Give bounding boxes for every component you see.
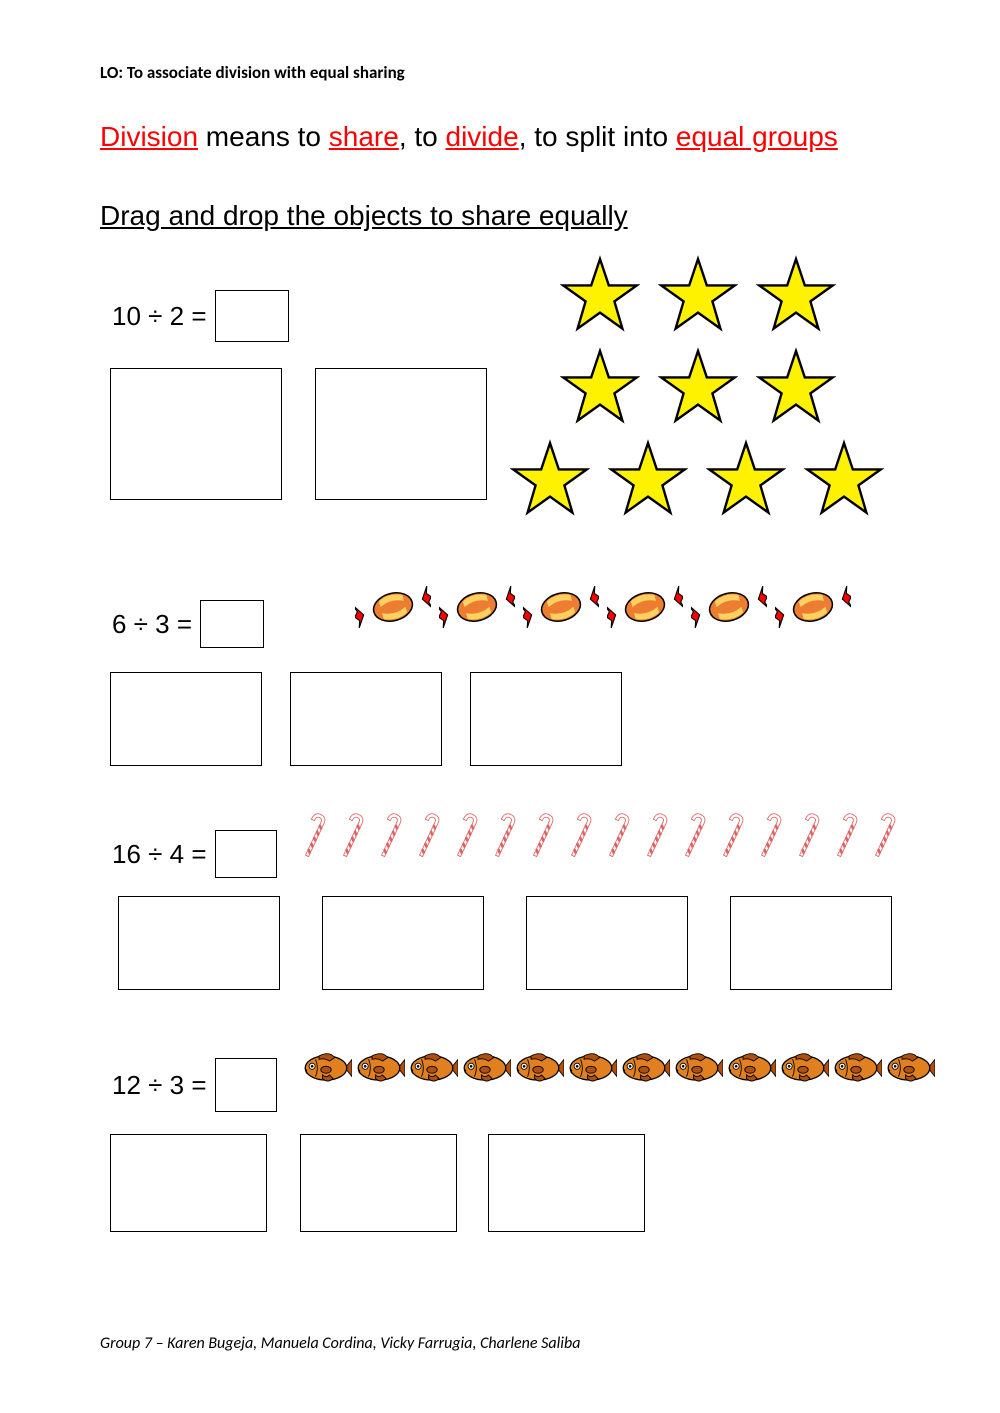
- heading-red-word: equal groups: [676, 121, 838, 152]
- equation-4: 12 ÷ 3 =: [112, 1058, 277, 1112]
- cane-icon[interactable]: [714, 812, 750, 862]
- cane-icon[interactable]: [486, 812, 522, 862]
- candy-icon[interactable]: [355, 582, 431, 632]
- cane-row: [296, 812, 902, 862]
- footer-credits: Group 7 – Karen Bugeja, Manuela Cordina,…: [100, 1334, 580, 1353]
- drop-box[interactable]: [118, 896, 280, 990]
- star-icon[interactable]: [560, 347, 640, 427]
- cane-icon[interactable]: [296, 812, 332, 862]
- fish-icon[interactable]: [777, 1048, 829, 1088]
- star-icon[interactable]: [658, 255, 738, 335]
- fish-icon[interactable]: [459, 1048, 511, 1088]
- answer-box[interactable]: [200, 600, 264, 648]
- fish-icon[interactable]: [300, 1048, 352, 1088]
- star-icon[interactable]: [560, 255, 640, 335]
- cane-icon[interactable]: [334, 812, 370, 862]
- star-icon[interactable]: [658, 347, 738, 427]
- heading-instruction: Drag and drop the objects to share equal…: [100, 200, 628, 232]
- drop-box[interactable]: [315, 368, 487, 500]
- heading-red-word: divide: [446, 121, 519, 152]
- equation-2: 6 ÷ 3 =: [112, 600, 264, 648]
- star-icon[interactable]: [510, 439, 590, 519]
- equation-text: 16 ÷ 4 =: [112, 839, 207, 870]
- drop-box[interactable]: [322, 896, 484, 990]
- candy-icon[interactable]: [775, 582, 851, 632]
- fish-row: [300, 1048, 935, 1088]
- drop-box[interactable]: [730, 896, 892, 990]
- fish-icon[interactable]: [512, 1048, 564, 1088]
- drop-box[interactable]: [488, 1134, 645, 1232]
- star-row: [560, 255, 836, 335]
- candy-icon[interactable]: [607, 582, 683, 632]
- equation-1: 10 ÷ 2 =: [112, 290, 289, 342]
- equation-3: 16 ÷ 4 =: [112, 830, 277, 878]
- star-row: [510, 439, 884, 519]
- fish-icon[interactable]: [671, 1048, 723, 1088]
- star-icon[interactable]: [756, 347, 836, 427]
- cane-icon[interactable]: [600, 812, 636, 862]
- star-icon[interactable]: [756, 255, 836, 335]
- drop-box[interactable]: [110, 368, 282, 500]
- candy-icon[interactable]: [439, 582, 515, 632]
- drop-box[interactable]: [526, 896, 688, 990]
- star-row: [560, 347, 836, 427]
- equation-text: 10 ÷ 2 =: [112, 301, 207, 332]
- fish-icon[interactable]: [565, 1048, 617, 1088]
- star-icon[interactable]: [608, 439, 688, 519]
- answer-box[interactable]: [215, 830, 277, 878]
- cane-icon[interactable]: [752, 812, 788, 862]
- star-icon[interactable]: [804, 439, 884, 519]
- cane-icon[interactable]: [828, 812, 864, 862]
- drop-box[interactable]: [290, 672, 442, 766]
- cane-icon[interactable]: [524, 812, 560, 862]
- equation-text: 12 ÷ 3 =: [112, 1070, 207, 1101]
- worksheet-page: LO: To associate division with equal sha…: [0, 0, 1000, 1413]
- heading-text: means to: [198, 121, 329, 152]
- drop-box[interactable]: [300, 1134, 457, 1232]
- star-icon[interactable]: [706, 439, 786, 519]
- candy-icon[interactable]: [523, 582, 599, 632]
- fish-icon[interactable]: [406, 1048, 458, 1088]
- drop-box[interactable]: [110, 1134, 267, 1232]
- fish-icon[interactable]: [618, 1048, 670, 1088]
- candy-icon[interactable]: [691, 582, 767, 632]
- answer-box[interactable]: [215, 290, 289, 342]
- fish-icon[interactable]: [724, 1048, 776, 1088]
- fish-icon[interactable]: [353, 1048, 405, 1088]
- answer-box[interactable]: [215, 1058, 277, 1112]
- fish-icon[interactable]: [883, 1048, 935, 1088]
- cane-icon[interactable]: [562, 812, 598, 862]
- cane-icon[interactable]: [448, 812, 484, 862]
- cane-icon[interactable]: [790, 812, 826, 862]
- drop-box[interactable]: [470, 672, 622, 766]
- fish-icon[interactable]: [830, 1048, 882, 1088]
- heading-red-word: Division: [100, 121, 198, 152]
- equation-text: 6 ÷ 3 =: [112, 609, 192, 640]
- candy-row: [355, 582, 851, 632]
- heading-red-word: share: [329, 121, 399, 152]
- cane-icon[interactable]: [372, 812, 408, 862]
- cane-icon[interactable]: [638, 812, 674, 862]
- cane-icon[interactable]: [866, 812, 902, 862]
- heading-text: , to split into: [519, 121, 676, 152]
- cane-icon[interactable]: [676, 812, 712, 862]
- learning-objective: LO: To associate division with equal sha…: [100, 62, 405, 83]
- drop-box[interactable]: [110, 672, 262, 766]
- heading-definition: Division means to share, to divide, to s…: [100, 118, 920, 156]
- heading-text: , to: [399, 121, 446, 152]
- cane-icon[interactable]: [410, 812, 446, 862]
